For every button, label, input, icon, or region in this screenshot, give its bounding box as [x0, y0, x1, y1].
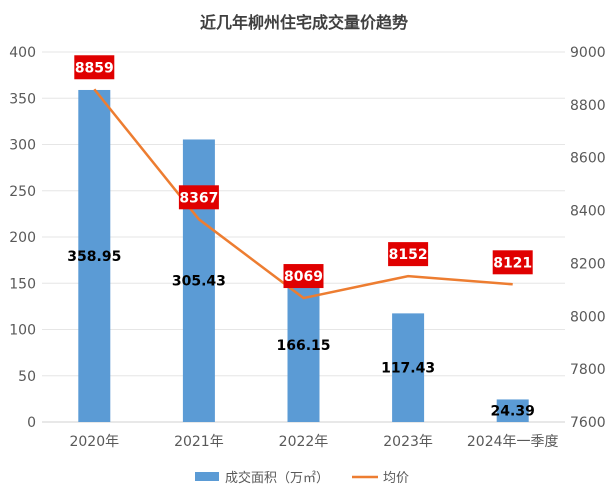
bar-data-label: 117.43: [381, 361, 435, 377]
right-tick-label: 8200: [570, 256, 606, 272]
price-data-label: 8859: [75, 60, 114, 76]
price-data-label: 8367: [179, 190, 218, 206]
right-tick-label: 8600: [570, 151, 606, 167]
bar: [287, 268, 320, 422]
left-tick-label: 300: [9, 138, 36, 154]
left-tick-label: 50: [18, 369, 36, 385]
bar: [392, 313, 425, 422]
right-tick-label: 8400: [570, 204, 606, 220]
price-label-box: [388, 242, 429, 267]
bar: [496, 399, 529, 422]
bar: [78, 89, 111, 422]
price-label-box: [283, 264, 324, 289]
category-label: 2021年: [174, 434, 224, 450]
price-label-box: [74, 55, 115, 80]
left-tick-label: 100: [9, 323, 36, 339]
category-label: 2024年一季度: [467, 434, 559, 450]
right-tick-label: 8000: [570, 309, 606, 325]
left-tick-label: 250: [9, 184, 36, 200]
right-tick-label: 7800: [570, 362, 606, 378]
bar-data-label: 166.15: [276, 338, 330, 354]
category-label: 2020年: [69, 434, 119, 450]
category-label: 2022年: [279, 434, 329, 450]
price-line: [93, 88, 513, 300]
left-tick-label: 350: [9, 91, 36, 107]
legend-bar-label: 成交面积（万㎡）: [225, 470, 329, 486]
bar-data-label: 24.39: [491, 404, 535, 420]
left-tick-label: 0: [27, 415, 36, 431]
left-tick-label: 200: [9, 230, 36, 246]
bar-data-label: 305.43: [172, 274, 226, 290]
price-data-label: 8152: [389, 247, 428, 263]
right-tick-label: 8800: [570, 98, 606, 114]
price-data-label: 8069: [284, 269, 323, 285]
price-label-box: [178, 185, 219, 210]
left-tick-label: 150: [9, 276, 36, 292]
right-tick-label: 7600: [570, 415, 606, 431]
bar-data-label: 358.95: [67, 249, 121, 265]
category-label: 2023年: [383, 434, 433, 450]
legend-line-label: 均价: [383, 471, 409, 486]
left-tick-label: 400: [9, 45, 36, 61]
right-tick-label: 9000: [570, 45, 606, 61]
legend-bar-swatch: [195, 472, 219, 481]
price-label-box: [492, 250, 533, 275]
chart-title: 近几年柳州住宅成交量价趋势: [200, 13, 408, 32]
price-data-label: 8121: [493, 255, 532, 271]
